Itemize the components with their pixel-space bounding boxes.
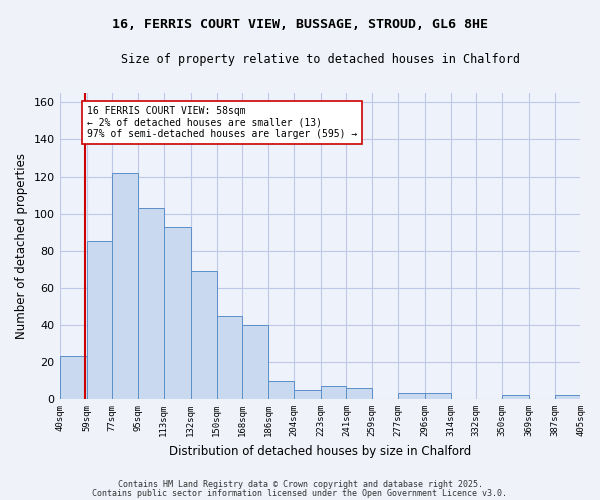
Bar [581, 396, 600, 399]
Bar [293, 390, 321, 399]
Y-axis label: Number of detached properties: Number of detached properties [15, 153, 28, 339]
Bar [86, 242, 112, 399]
X-axis label: Distribution of detached houses by size in Chalford: Distribution of detached houses by size … [169, 444, 471, 458]
Bar [555, 396, 581, 399]
Bar [425, 394, 451, 399]
Bar [59, 356, 86, 399]
Bar [398, 394, 425, 399]
Bar [164, 226, 191, 399]
Bar [268, 380, 293, 399]
Text: Contains HM Land Registry data © Crown copyright and database right 2025.: Contains HM Land Registry data © Crown c… [118, 480, 482, 489]
Bar [242, 325, 268, 399]
Bar [346, 388, 372, 399]
Bar [321, 386, 346, 399]
Bar [112, 173, 138, 399]
Bar [217, 316, 242, 399]
Bar [191, 271, 217, 399]
Text: 16, FERRIS COURT VIEW, BUSSAGE, STROUD, GL6 8HE: 16, FERRIS COURT VIEW, BUSSAGE, STROUD, … [112, 18, 488, 30]
Text: 16 FERRIS COURT VIEW: 58sqm
← 2% of detached houses are smaller (13)
97% of semi: 16 FERRIS COURT VIEW: 58sqm ← 2% of deta… [86, 106, 357, 139]
Bar [138, 208, 164, 399]
Title: Size of property relative to detached houses in Chalford: Size of property relative to detached ho… [121, 52, 520, 66]
Text: Contains public sector information licensed under the Open Government Licence v3: Contains public sector information licen… [92, 489, 508, 498]
Bar [502, 396, 529, 399]
